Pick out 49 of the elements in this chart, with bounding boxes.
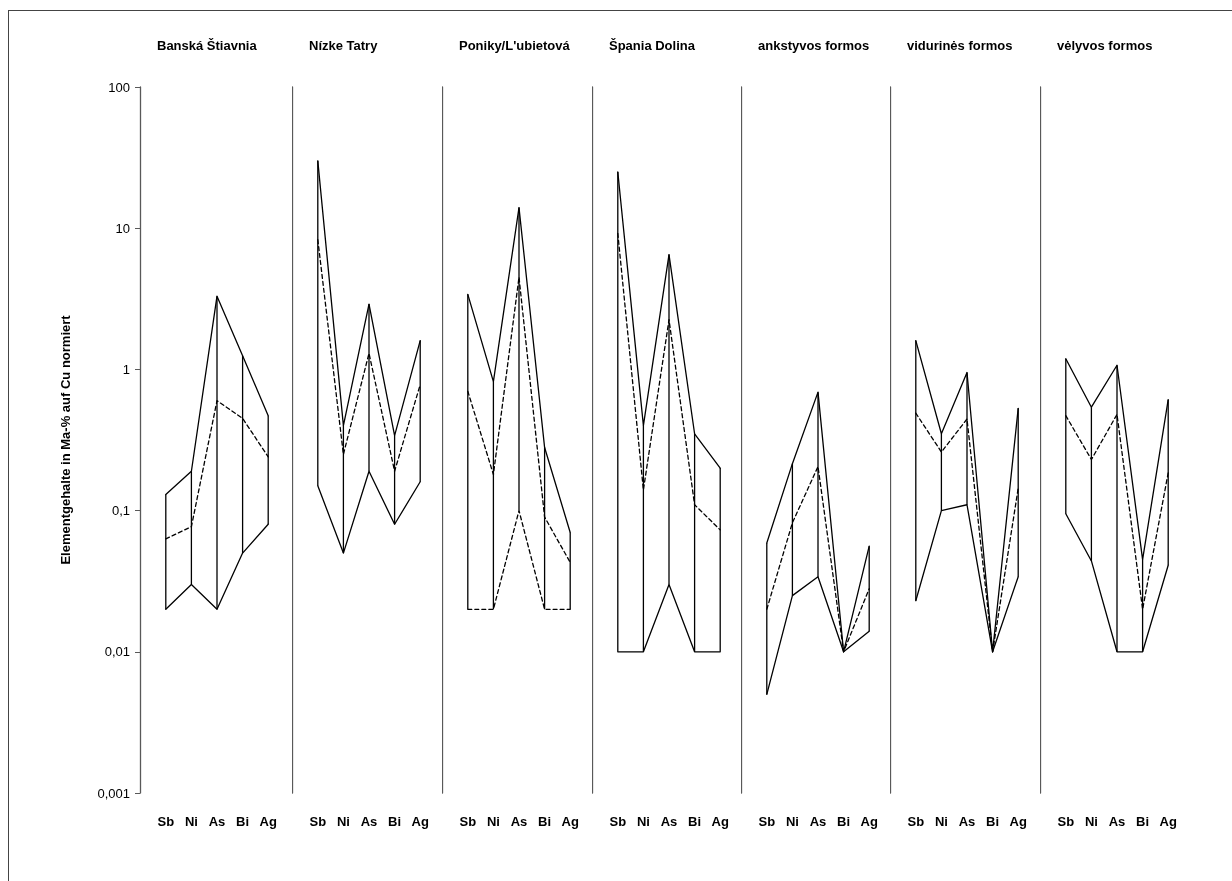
x-tick-label: Sb: [758, 814, 776, 829]
x-tick-label: Ni: [336, 814, 350, 829]
y-tick-label: 0,01: [104, 644, 130, 660]
y-tick-label: 100: [108, 79, 130, 95]
y-tick-label: 10: [115, 220, 130, 236]
x-tick-label: Ni: [184, 814, 198, 829]
x-tick-label: Ag: [1159, 814, 1177, 829]
x-tick-label: Ag: [711, 814, 729, 829]
x-tick-label: Ag: [1009, 814, 1027, 829]
x-tick-label: Ag: [561, 814, 579, 829]
y-tick-label: 0,1: [111, 503, 130, 519]
x-tick-label: Ni: [486, 814, 500, 829]
x-tick-label: Ni: [636, 814, 650, 829]
x-tick-label: Bi: [1136, 814, 1150, 829]
x-tick-label: Sb: [157, 814, 175, 829]
x-tick-label: Sb: [309, 814, 327, 829]
chart-title: Nízke Tatry: [309, 38, 379, 53]
chart-title: vėlyvos formos: [1057, 38, 1153, 53]
x-tick-label: Ag: [259, 814, 277, 829]
x-tick-label: Ni: [785, 814, 799, 829]
x-tick-label: Sb: [459, 814, 477, 829]
y-tick-label: 0,001: [97, 785, 130, 801]
chart-title: Banská Štiavnia: [157, 38, 258, 53]
x-tick-label: Ni: [1084, 814, 1098, 829]
x-tick-label: Bi: [538, 814, 552, 829]
x-tick-label: Bi: [837, 814, 851, 829]
x-tick-label: Bi: [688, 814, 702, 829]
x-tick-label: Bi: [236, 814, 250, 829]
chart-title: ankstyvos formos: [758, 38, 870, 53]
x-tick-label: As: [1108, 814, 1126, 829]
x-tick-label: Bi: [388, 814, 402, 829]
x-tick-label: Sb: [1057, 814, 1075, 829]
x-tick-label: Sb: [907, 814, 925, 829]
x-tick-label: Ag: [411, 814, 429, 829]
x-tick-label: As: [510, 814, 528, 829]
x-tick-label: Ni: [934, 814, 948, 829]
x-tick-label: Bi: [986, 814, 1000, 829]
x-tick-label: Sb: [609, 814, 627, 829]
chart-title: Špania Dolina: [609, 38, 696, 53]
y-axis-title: Elementgehalte in Ma-% auf Cu normiert: [58, 314, 73, 565]
chart-title: Poniky/L'ubietová: [459, 38, 571, 53]
x-tick-label: As: [809, 814, 827, 829]
x-tick-label: Ag: [860, 814, 878, 829]
x-tick-label: As: [208, 814, 226, 829]
chart-title: vidurinės formos: [907, 38, 1013, 53]
x-tick-label: As: [958, 814, 976, 829]
x-tick-label: As: [660, 814, 678, 829]
x-tick-label: As: [360, 814, 378, 829]
y-tick-label: 1: [122, 361, 130, 377]
